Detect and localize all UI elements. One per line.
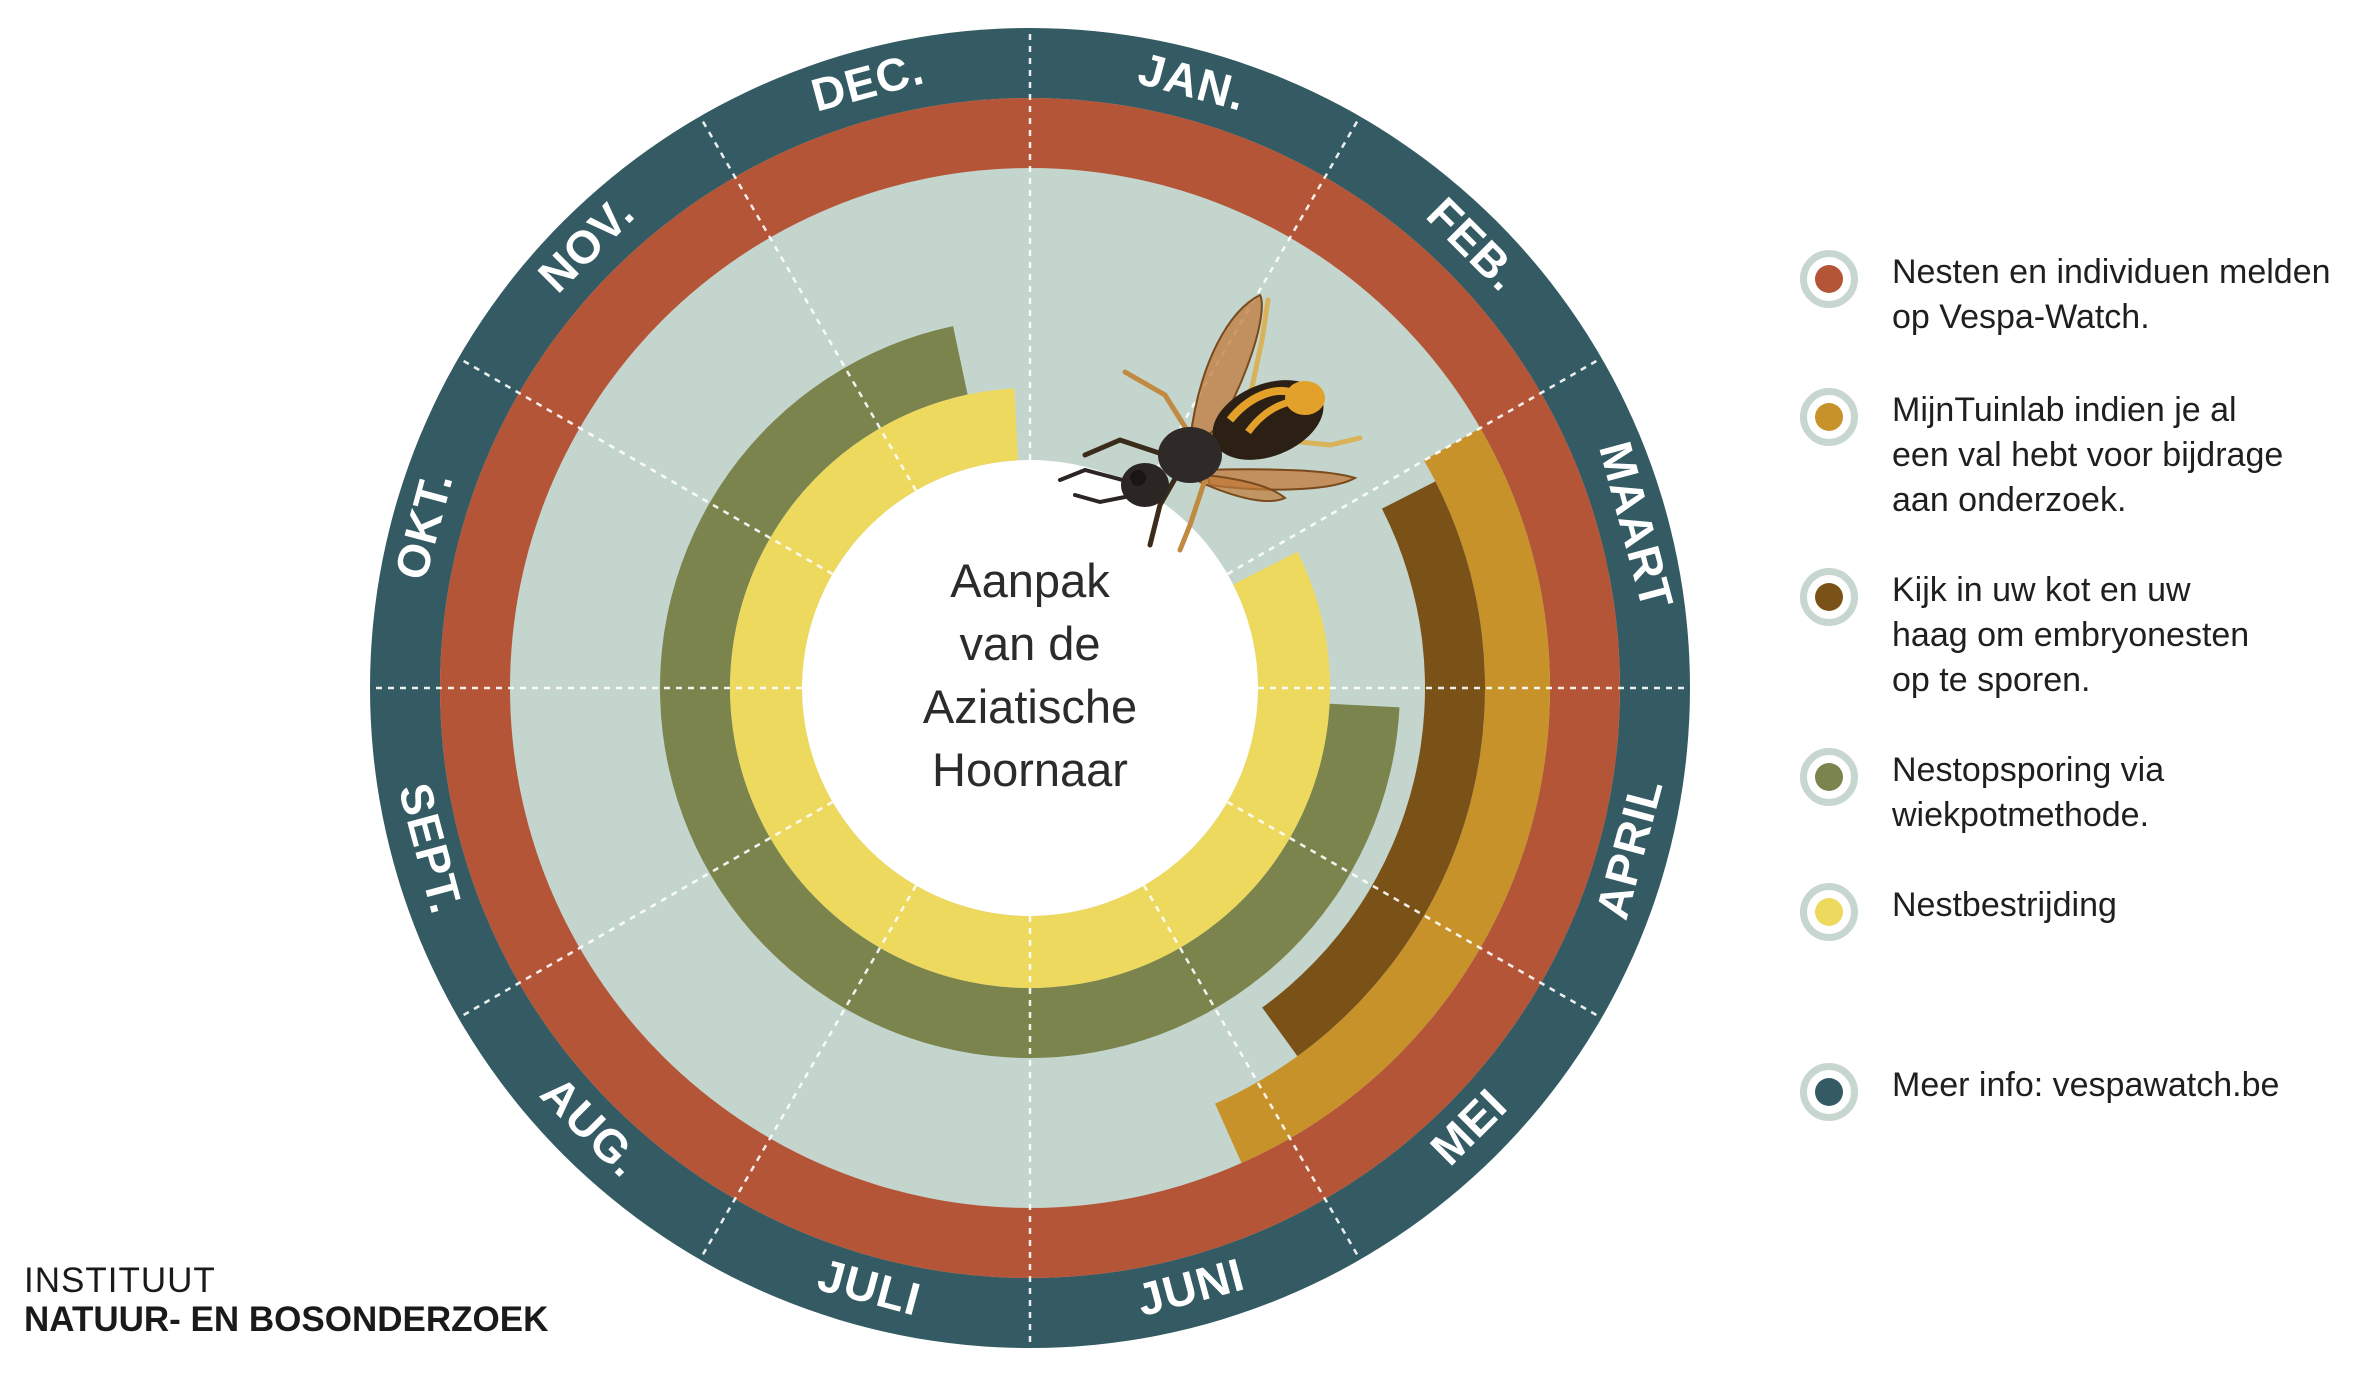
month-divider (698, 884, 918, 1261)
activity-segments (440, 98, 1620, 1278)
inbo-logo: INSTITUUT NATUUR- EN BOSONDERZOEK (24, 1262, 548, 1340)
logo-line-1: INSTITUUT (24, 1261, 216, 1300)
center-title-line-1: Aanpak (950, 554, 1110, 607)
brown-segment (1262, 481, 1485, 1057)
brown-dot-icon (1800, 568, 1858, 626)
ochre-segment (1215, 428, 1550, 1164)
center-title-line-3: Aziatische (923, 680, 1137, 733)
ochre-dot-icon (1800, 388, 1858, 446)
legend-label: Nestopsporing via wiekpotmethode. (1892, 751, 2165, 834)
center-title-line-4: Hoornaar (932, 743, 1128, 796)
legend-label: Nestbestrijding (1892, 886, 2117, 924)
legend-item-embryonesten: Kijk in uw kot en uw haag om embryoneste… (1800, 568, 2249, 703)
month-divider (1226, 800, 1603, 1020)
red-dot-icon (1800, 250, 1858, 308)
month-divider (698, 115, 918, 492)
center-disc (802, 460, 1258, 916)
month-divider (457, 800, 834, 1020)
month-divider (1226, 356, 1603, 576)
legend-item-nestbestrijding: Nestbestrijding (1800, 883, 2117, 941)
olive-dot-icon (1800, 748, 1858, 806)
teal-dot-icon (1800, 1063, 1858, 1121)
month-dividers (370, 28, 1690, 1348)
legend-item-mijntuinlab: MijnTuinlab indien je al een val hebt vo… (1800, 388, 2283, 523)
legend-item-melden: Nesten en individuen melden op Vespa-Wat… (1800, 250, 2331, 340)
legend-label: MijnTuinlab indien je al een val hebt vo… (1892, 391, 2284, 519)
legend-item-meer-info[interactable]: Meer info: vespawatch.be (1800, 1063, 2279, 1121)
more-info-link[interactable]: Meer info: vespawatch.be (1892, 1066, 2280, 1104)
legend-label: Kijk in uw kot en uw haag om embryoneste… (1892, 571, 2250, 699)
center-title: Aanpak van de Aziatische Hoornaar (923, 554, 1137, 796)
logo-line-2: NATUUR- EN BOSONDERZOEK (24, 1300, 549, 1339)
calendar-wheel: JAN.FEB.MAARTAPRILMEIJUNIJULIAUG.SEPT.OK… (370, 28, 1690, 1348)
center-title-line-2: van de (959, 617, 1100, 670)
asian-hornet-icon (1058, 293, 1363, 553)
month-divider (457, 356, 834, 576)
yellow-dot-icon (1800, 883, 1858, 941)
legend-label: Nesten en individuen melden op Vespa-Wat… (1892, 253, 2331, 336)
month-divider (1142, 884, 1362, 1261)
legend-item-nestopsporing: Nestopsporing via wiekpotmethode. (1800, 748, 2164, 838)
